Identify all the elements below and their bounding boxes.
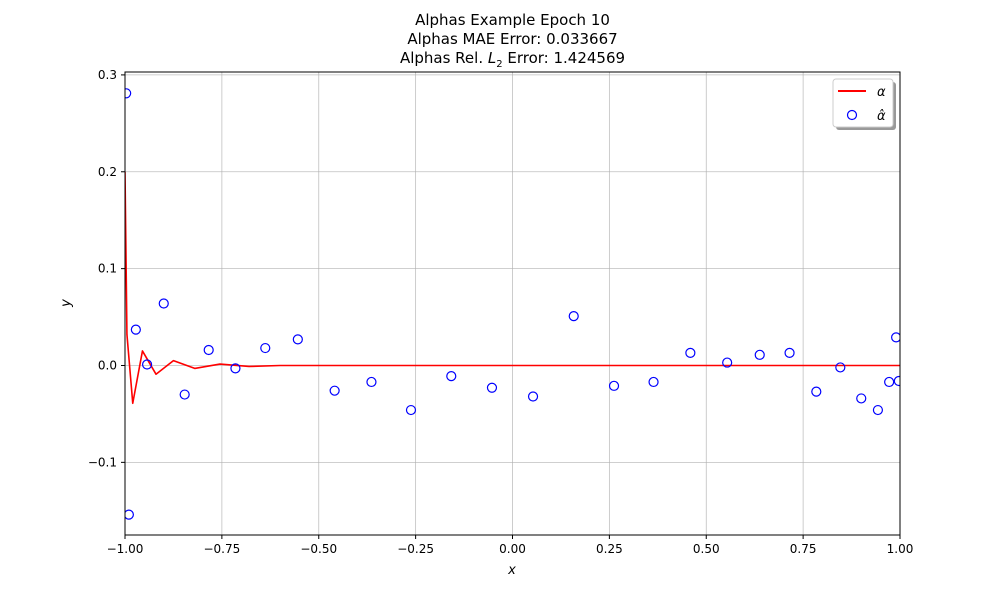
alpha-hat-point [329,385,340,396]
title-line-3-symbol: L [487,49,497,67]
x-tick-label: −0.50 [300,542,337,556]
y-tick-label: 0.2 [98,165,117,179]
alpha-hat-point [872,404,884,416]
legend-scatter-marker [846,109,858,121]
alpha-hat-point [527,391,539,402]
chart-title-line-2: Alphas MAE Error: 0.033667 [407,30,618,48]
grid-layer [124,72,901,535]
x-tick-label: −0.25 [397,542,434,556]
alpha-hat-point [648,376,659,388]
alpha-hat-point [179,389,190,400]
alpha-hat-point [125,88,132,99]
x-tick-label: 1.00 [887,542,914,556]
alpha-hat-point [608,380,620,391]
chart-title-line-3: Alphas Rel. L2 Error: 1.424569 [0,49,1000,70]
alpha-hat-point [230,363,241,374]
title-line-3-suffix: Error: 1.424569 [502,49,626,67]
alpha-hat-point [366,376,377,388]
tick-layer: −1.00 −0.75 −0.50 −0.25 0.00 0.25 0.50 0.75 1.00… [88,68,914,556]
alpha-series-line [125,171,900,405]
x-tick-label: −1.00 [107,542,144,556]
y-tick-label: −0.1 [88,455,117,469]
x-tick-label: 0.75 [790,542,817,556]
y-tick-label: 0.3 [98,68,117,82]
legend-label-alpha: α [877,85,886,100]
alpha-hat-point [884,376,895,388]
alpha-hat-point [405,404,417,416]
series-layer [125,88,900,520]
alpha-hat-point [722,357,733,368]
alpha-hat-point [260,342,271,354]
alpha-hat-point [141,359,153,370]
alpha-hat-point [811,386,822,397]
alpha-hat-point [446,371,457,382]
alpha-hat-point [784,347,795,358]
title-line-3-subscript: 2 [496,59,503,70]
x-tick-label: −0.75 [203,542,240,556]
alpha-hat-point [125,509,134,520]
alpha-hat-point [292,334,303,345]
chart-title-line-1: Alphas Example Epoch 10 [415,11,610,29]
legend: α α̂ [832,78,896,130]
x-tick-label: 0.50 [693,542,720,556]
alpha-hat-point [891,332,900,343]
alpha-hat-point [568,310,579,322]
alpha-hat-point [685,347,696,358]
alpha-hat-point [486,382,498,393]
x-axis-label: x [507,563,516,578]
alpha-hat-point [130,324,141,335]
alpha-hat-point [158,298,169,309]
x-tick-label: 0.25 [596,542,623,556]
x-tick-label: 0.00 [499,542,526,556]
alpha-hat-point [835,362,846,373]
y-axis-label: y [59,299,74,308]
y-tick-label: 0.1 [98,262,117,276]
alpha-hat-point [203,344,214,356]
alpha-hat-point [856,393,867,404]
y-tick-label: 0.0 [98,358,117,372]
alpha-hat-point [893,375,900,387]
alpha-hat-point [754,349,765,360]
title-line-3-prefix: Alphas Rel. [399,49,488,67]
legend-label-alpha-hat: α̂ [877,109,886,124]
